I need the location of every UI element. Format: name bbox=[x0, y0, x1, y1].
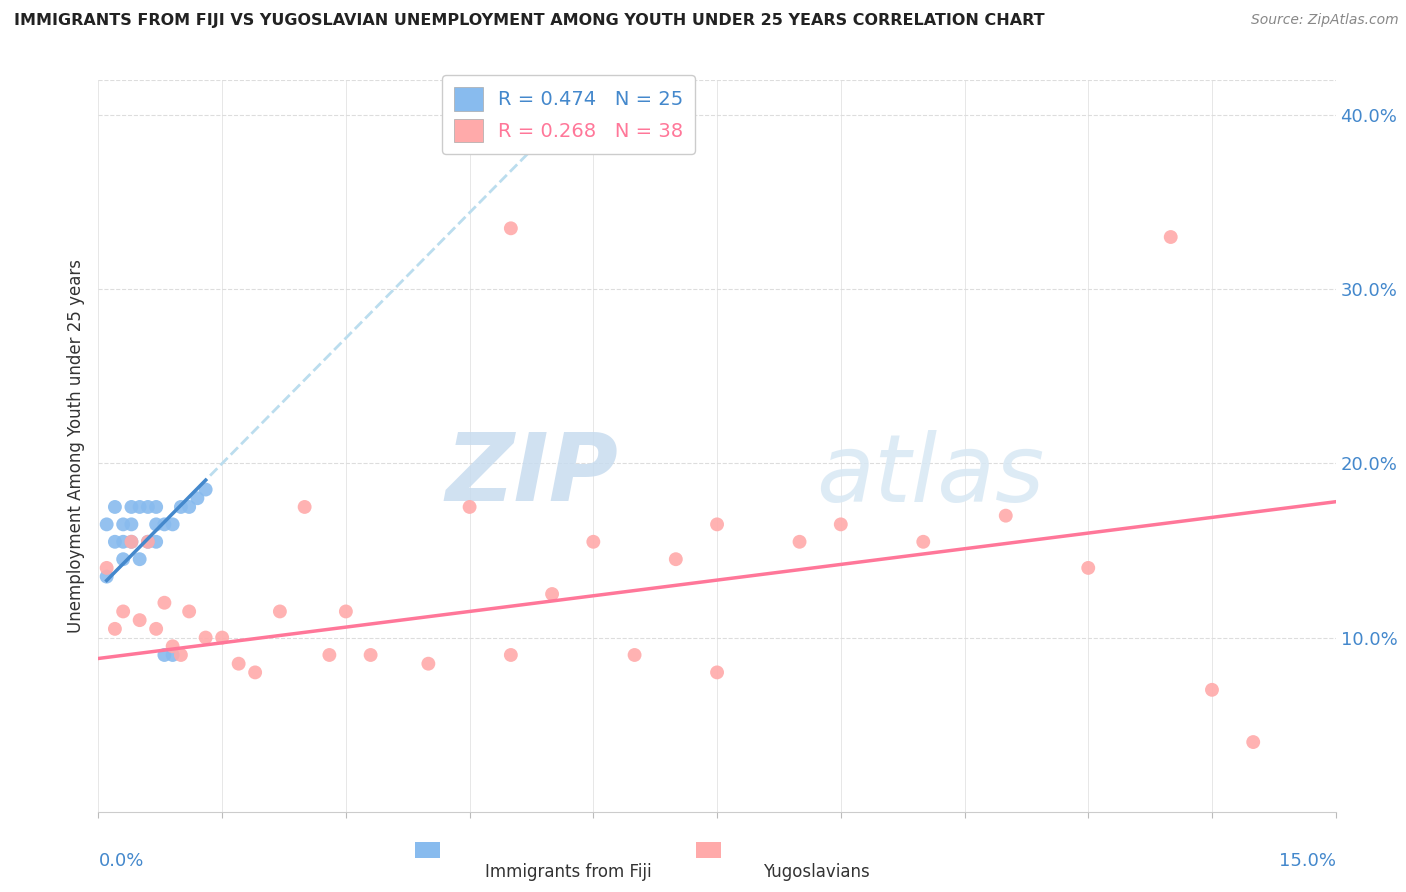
Point bbox=[136, 534, 159, 549]
Point bbox=[145, 517, 167, 532]
Point bbox=[96, 517, 118, 532]
Point bbox=[318, 648, 340, 662]
Point bbox=[499, 648, 522, 662]
Point bbox=[96, 569, 118, 583]
Point bbox=[162, 517, 184, 532]
Point bbox=[136, 500, 159, 514]
Text: Yugoslavians: Yugoslavians bbox=[762, 863, 869, 881]
Point bbox=[582, 534, 605, 549]
Point bbox=[120, 500, 142, 514]
Point bbox=[418, 657, 440, 671]
Text: Source: ZipAtlas.com: Source: ZipAtlas.com bbox=[1251, 13, 1399, 28]
Point bbox=[541, 587, 564, 601]
Point bbox=[1201, 682, 1223, 697]
Point bbox=[128, 500, 150, 514]
Point bbox=[128, 552, 150, 566]
Point bbox=[335, 604, 357, 618]
Point bbox=[912, 534, 935, 549]
Point bbox=[162, 640, 184, 654]
Point bbox=[128, 613, 150, 627]
Point bbox=[145, 534, 167, 549]
Point bbox=[789, 534, 811, 549]
Point bbox=[499, 221, 522, 235]
Point bbox=[458, 500, 481, 514]
Legend: R = 0.474   N = 25, R = 0.268   N = 38: R = 0.474 N = 25, R = 0.268 N = 38 bbox=[441, 75, 695, 154]
Point bbox=[162, 648, 184, 662]
Point bbox=[112, 552, 135, 566]
Point bbox=[104, 534, 127, 549]
Point bbox=[153, 517, 176, 532]
Point bbox=[623, 648, 645, 662]
Point bbox=[112, 534, 135, 549]
Point bbox=[136, 534, 159, 549]
Point bbox=[170, 500, 193, 514]
Point bbox=[96, 561, 118, 575]
Point bbox=[228, 657, 250, 671]
Point bbox=[830, 517, 852, 532]
Point bbox=[706, 517, 728, 532]
Point bbox=[179, 604, 201, 618]
Point bbox=[243, 665, 266, 680]
Point bbox=[194, 483, 217, 497]
Point bbox=[112, 604, 135, 618]
Point bbox=[294, 500, 316, 514]
Point bbox=[211, 631, 233, 645]
Point bbox=[145, 622, 167, 636]
Point bbox=[1241, 735, 1264, 749]
Point bbox=[104, 500, 127, 514]
Point bbox=[269, 604, 291, 618]
Point bbox=[186, 491, 208, 506]
Point bbox=[170, 648, 193, 662]
Point bbox=[194, 631, 217, 645]
Point bbox=[1077, 561, 1099, 575]
Text: atlas: atlas bbox=[815, 430, 1045, 521]
Point bbox=[120, 534, 142, 549]
Point bbox=[104, 622, 127, 636]
Point bbox=[706, 665, 728, 680]
Text: ZIP: ZIP bbox=[446, 429, 619, 521]
Point bbox=[145, 500, 167, 514]
Point bbox=[665, 552, 688, 566]
Y-axis label: Unemployment Among Youth under 25 years: Unemployment Among Youth under 25 years bbox=[66, 259, 84, 633]
Point bbox=[994, 508, 1017, 523]
Point bbox=[153, 596, 176, 610]
Text: 0.0%: 0.0% bbox=[98, 852, 143, 870]
Point bbox=[120, 534, 142, 549]
Point bbox=[1160, 230, 1182, 244]
Point bbox=[112, 517, 135, 532]
Text: IMMIGRANTS FROM FIJI VS YUGOSLAVIAN UNEMPLOYMENT AMONG YOUTH UNDER 25 YEARS CORR: IMMIGRANTS FROM FIJI VS YUGOSLAVIAN UNEM… bbox=[14, 13, 1045, 29]
Point bbox=[120, 517, 142, 532]
Point bbox=[153, 648, 176, 662]
Point bbox=[179, 500, 201, 514]
Text: 15.0%: 15.0% bbox=[1278, 852, 1336, 870]
Text: Immigrants from Fiji: Immigrants from Fiji bbox=[485, 863, 652, 881]
Point bbox=[360, 648, 382, 662]
